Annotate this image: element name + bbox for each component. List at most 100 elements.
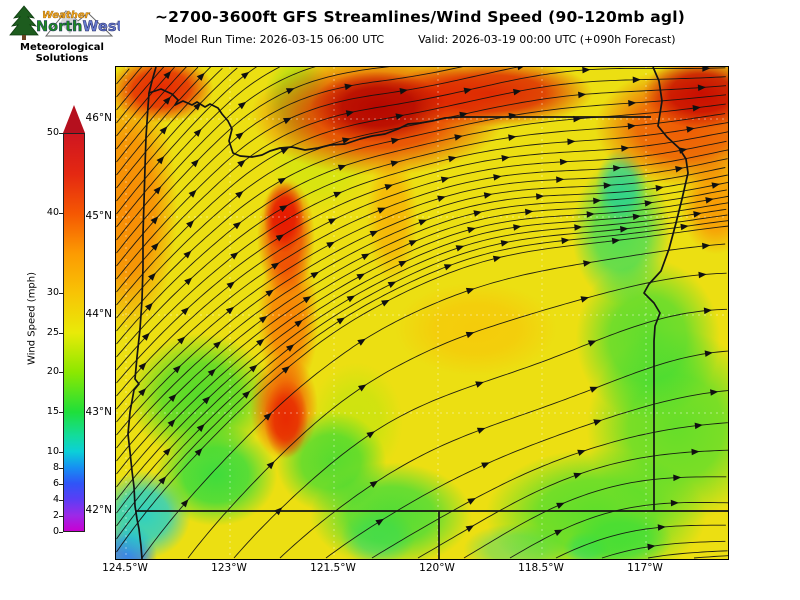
subtitle: Model Run Time: 2026-03-15 06:00 UTC Vali… — [130, 33, 710, 46]
colorbar-tick-label: 0 — [52, 526, 59, 537]
flow-arrow-icon — [342, 137, 351, 144]
flow-arrow-icon — [361, 253, 370, 261]
colorbar-tick-mark — [59, 212, 63, 214]
flow-arrow-icon — [279, 205, 288, 212]
flow-arrow-icon — [418, 219, 428, 226]
flow-arrow-icon — [483, 192, 493, 199]
streamline — [116, 94, 727, 332]
streamline — [116, 167, 726, 436]
flow-arrow-icon — [475, 381, 484, 388]
lon-label: 123°W — [211, 562, 247, 574]
lat-label: 45°N — [85, 210, 112, 222]
flow-arrow-icon — [337, 164, 347, 171]
flow-arrow-icon — [377, 207, 387, 214]
colorbar-tick-mark — [59, 133, 63, 134]
flow-arrow-icon — [613, 165, 622, 172]
flow-arrow-icon — [578, 91, 587, 99]
flow-arrow-icon — [328, 218, 337, 225]
flow-arrow-icon — [333, 191, 342, 198]
streamline — [116, 214, 728, 527]
flow-arrow-icon — [463, 87, 473, 95]
flow-arrow-icon — [593, 419, 602, 426]
flow-arrow-icon — [193, 128, 202, 137]
streamline — [325, 390, 728, 559]
flow-arrow-icon — [277, 177, 287, 185]
streamline — [116, 67, 726, 293]
flow-arrow-icon — [387, 281, 397, 288]
flow-arrow-icon — [346, 295, 356, 303]
flow-arrow-icon — [138, 388, 147, 397]
flow-arrow-icon — [275, 234, 285, 242]
flow-arrow-icon — [693, 211, 702, 218]
flow-arrow-icon — [196, 424, 205, 432]
flow-arrow-icon — [263, 412, 272, 421]
flow-arrow-icon — [271, 262, 280, 270]
streamline — [555, 524, 726, 559]
colorbar-tick-label: 4 — [52, 494, 59, 506]
flow-arrow-icon — [207, 368, 216, 377]
flow-arrow-icon — [437, 195, 446, 202]
flow-arrow-icon — [141, 332, 150, 341]
flow-arrow-icon — [326, 241, 335, 249]
flow-arrow-icon — [230, 252, 239, 260]
tagline: Meteorological Solutions — [6, 42, 118, 64]
flow-arrow-icon — [390, 160, 400, 167]
flow-arrow-icon — [186, 220, 195, 229]
flow-arrow-icon — [513, 224, 522, 231]
colorbar-tick-mark — [59, 412, 63, 414]
flow-arrow-icon — [283, 117, 292, 125]
flow-arrow-icon — [310, 271, 320, 279]
colorbar-tick-mark — [59, 532, 63, 533]
streamline-arrows — [138, 67, 720, 551]
streamline — [116, 85, 727, 319]
flow-arrow-icon — [657, 524, 666, 531]
streamline — [116, 202, 728, 501]
flow-arrow-icon — [632, 76, 641, 84]
lat-label: 44°N — [85, 308, 112, 320]
flow-arrow-icon — [577, 449, 586, 456]
flow-arrow-icon — [183, 250, 192, 259]
streamline — [116, 122, 728, 371]
flow-arrow-icon — [395, 113, 404, 120]
flow-arrow-icon — [556, 176, 565, 183]
flow-arrow-icon — [686, 126, 695, 133]
flow-arrow-icon — [508, 134, 517, 141]
flow-arrow-icon — [232, 221, 242, 230]
flow-arrow-icon — [256, 338, 265, 347]
colorbar-extend-arrow — [63, 105, 85, 133]
streamline — [187, 272, 727, 559]
flow-arrow-icon — [163, 447, 171, 456]
flow-arrow-icon — [369, 230, 379, 237]
colorbar — [63, 133, 85, 532]
flow-arrow-icon — [163, 96, 171, 105]
flow-arrow-icon — [500, 240, 510, 247]
streamline — [233, 308, 728, 559]
flow-arrow-icon — [586, 211, 595, 218]
flow-arrow-icon — [481, 462, 490, 469]
colorbar-tick-label: 6 — [52, 478, 59, 490]
flow-arrow-icon — [213, 341, 222, 349]
flow-arrow-icon — [336, 317, 345, 325]
flow-arrow-icon — [644, 200, 653, 207]
flow-arrow-icon — [391, 137, 400, 145]
flow-arrow-icon — [587, 340, 597, 347]
streamline — [116, 225, 728, 553]
flow-arrow-icon — [694, 422, 703, 430]
pacific-coastline — [127, 92, 150, 559]
flow-arrow-icon — [259, 315, 268, 324]
streamline — [116, 67, 212, 176]
flow-arrow-icon — [286, 344, 295, 352]
colorbar-tick-mark — [59, 372, 63, 374]
flow-arrow-icon — [241, 71, 250, 80]
flow-arrow-icon — [513, 88, 522, 96]
lon-label: 124.5°W — [102, 562, 148, 574]
flow-arrow-icon — [237, 101, 247, 110]
page-title: ~2700-3600ft GFS Streamlines/Wind Speed … — [154, 8, 686, 26]
flow-arrow-icon — [702, 242, 711, 250]
streamline — [116, 103, 726, 345]
streamline — [116, 140, 727, 397]
flow-arrow-icon — [698, 271, 707, 279]
flow-arrow-icon — [580, 296, 590, 303]
flow-arrow-icon — [281, 366, 290, 374]
